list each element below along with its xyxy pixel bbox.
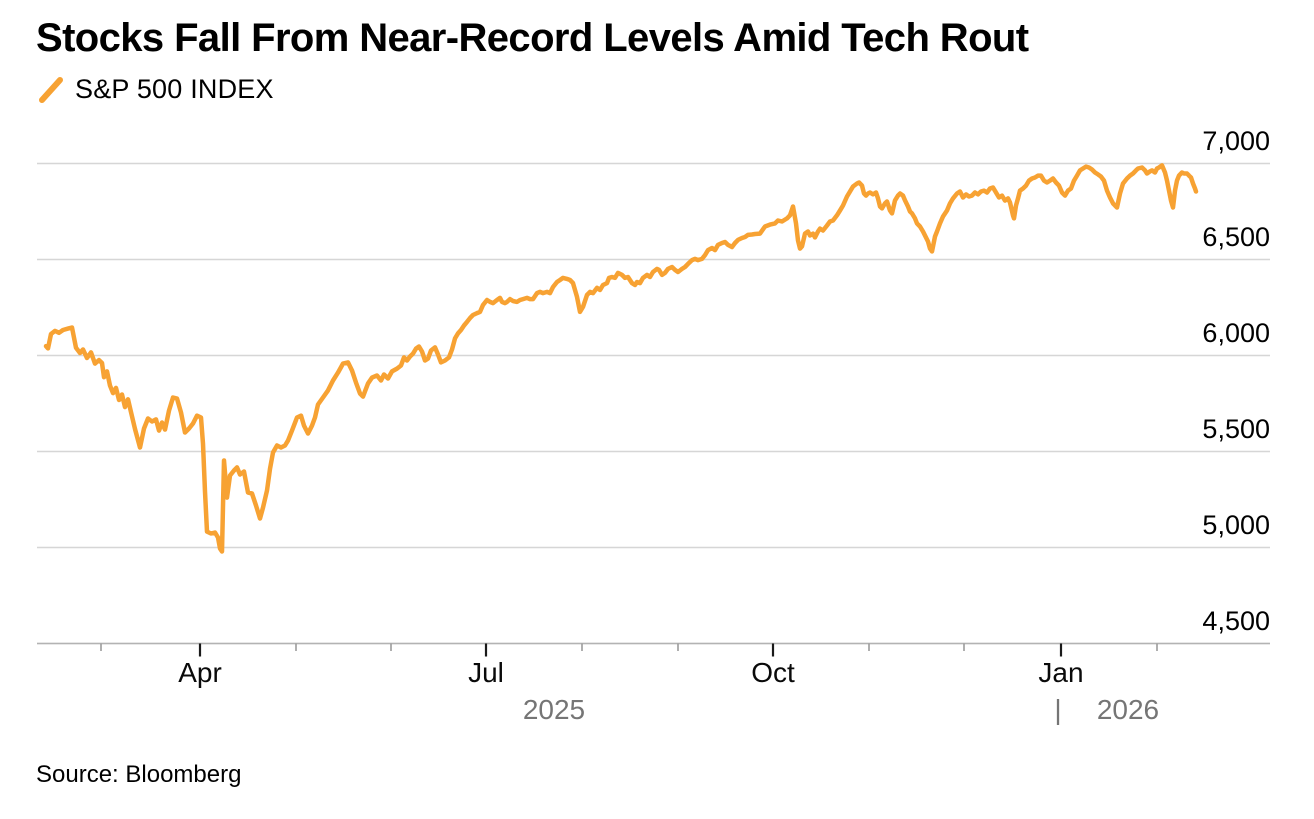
page-title: Stocks Fall From Near-Record Levels Amid… — [36, 16, 1029, 60]
x-axis-label-jul: Jul — [468, 657, 504, 688]
y-axis-label-4500: 4,500 — [1202, 606, 1270, 636]
x-axis-label-apr: Apr — [178, 657, 222, 688]
x-axis-label-jan: Jan — [1038, 657, 1083, 688]
legend-swatch-stroke — [39, 76, 63, 103]
legend-slash-icon — [39, 76, 63, 103]
legend-series-label: S&P 500 INDEX — [75, 74, 274, 104]
year-label-2025: 2025 — [523, 694, 585, 725]
y-axis-label-5500: 5,500 — [1202, 414, 1270, 444]
year-label-2026: 2026 — [1097, 694, 1159, 725]
y-axis-label-5000: 5,000 — [1202, 510, 1270, 540]
x-axis-ticks — [100, 643, 1158, 657]
series-legend: S&P 500 INDEX — [38, 74, 274, 105]
year-divider: | — [1054, 694, 1061, 725]
sp500-index-line — [43, 163, 1199, 554]
gridlines — [37, 162, 1270, 645]
y-axis-label-6000: 6,000 — [1202, 318, 1270, 348]
y-axis-label-7000: 7,000 — [1202, 126, 1270, 156]
sp500-line-series — [43, 163, 1199, 554]
source-credit: Source: Bloomberg — [36, 761, 242, 788]
x-axis-label-oct: Oct — [751, 657, 795, 688]
y-axis-label-6500: 6,500 — [1202, 222, 1270, 252]
